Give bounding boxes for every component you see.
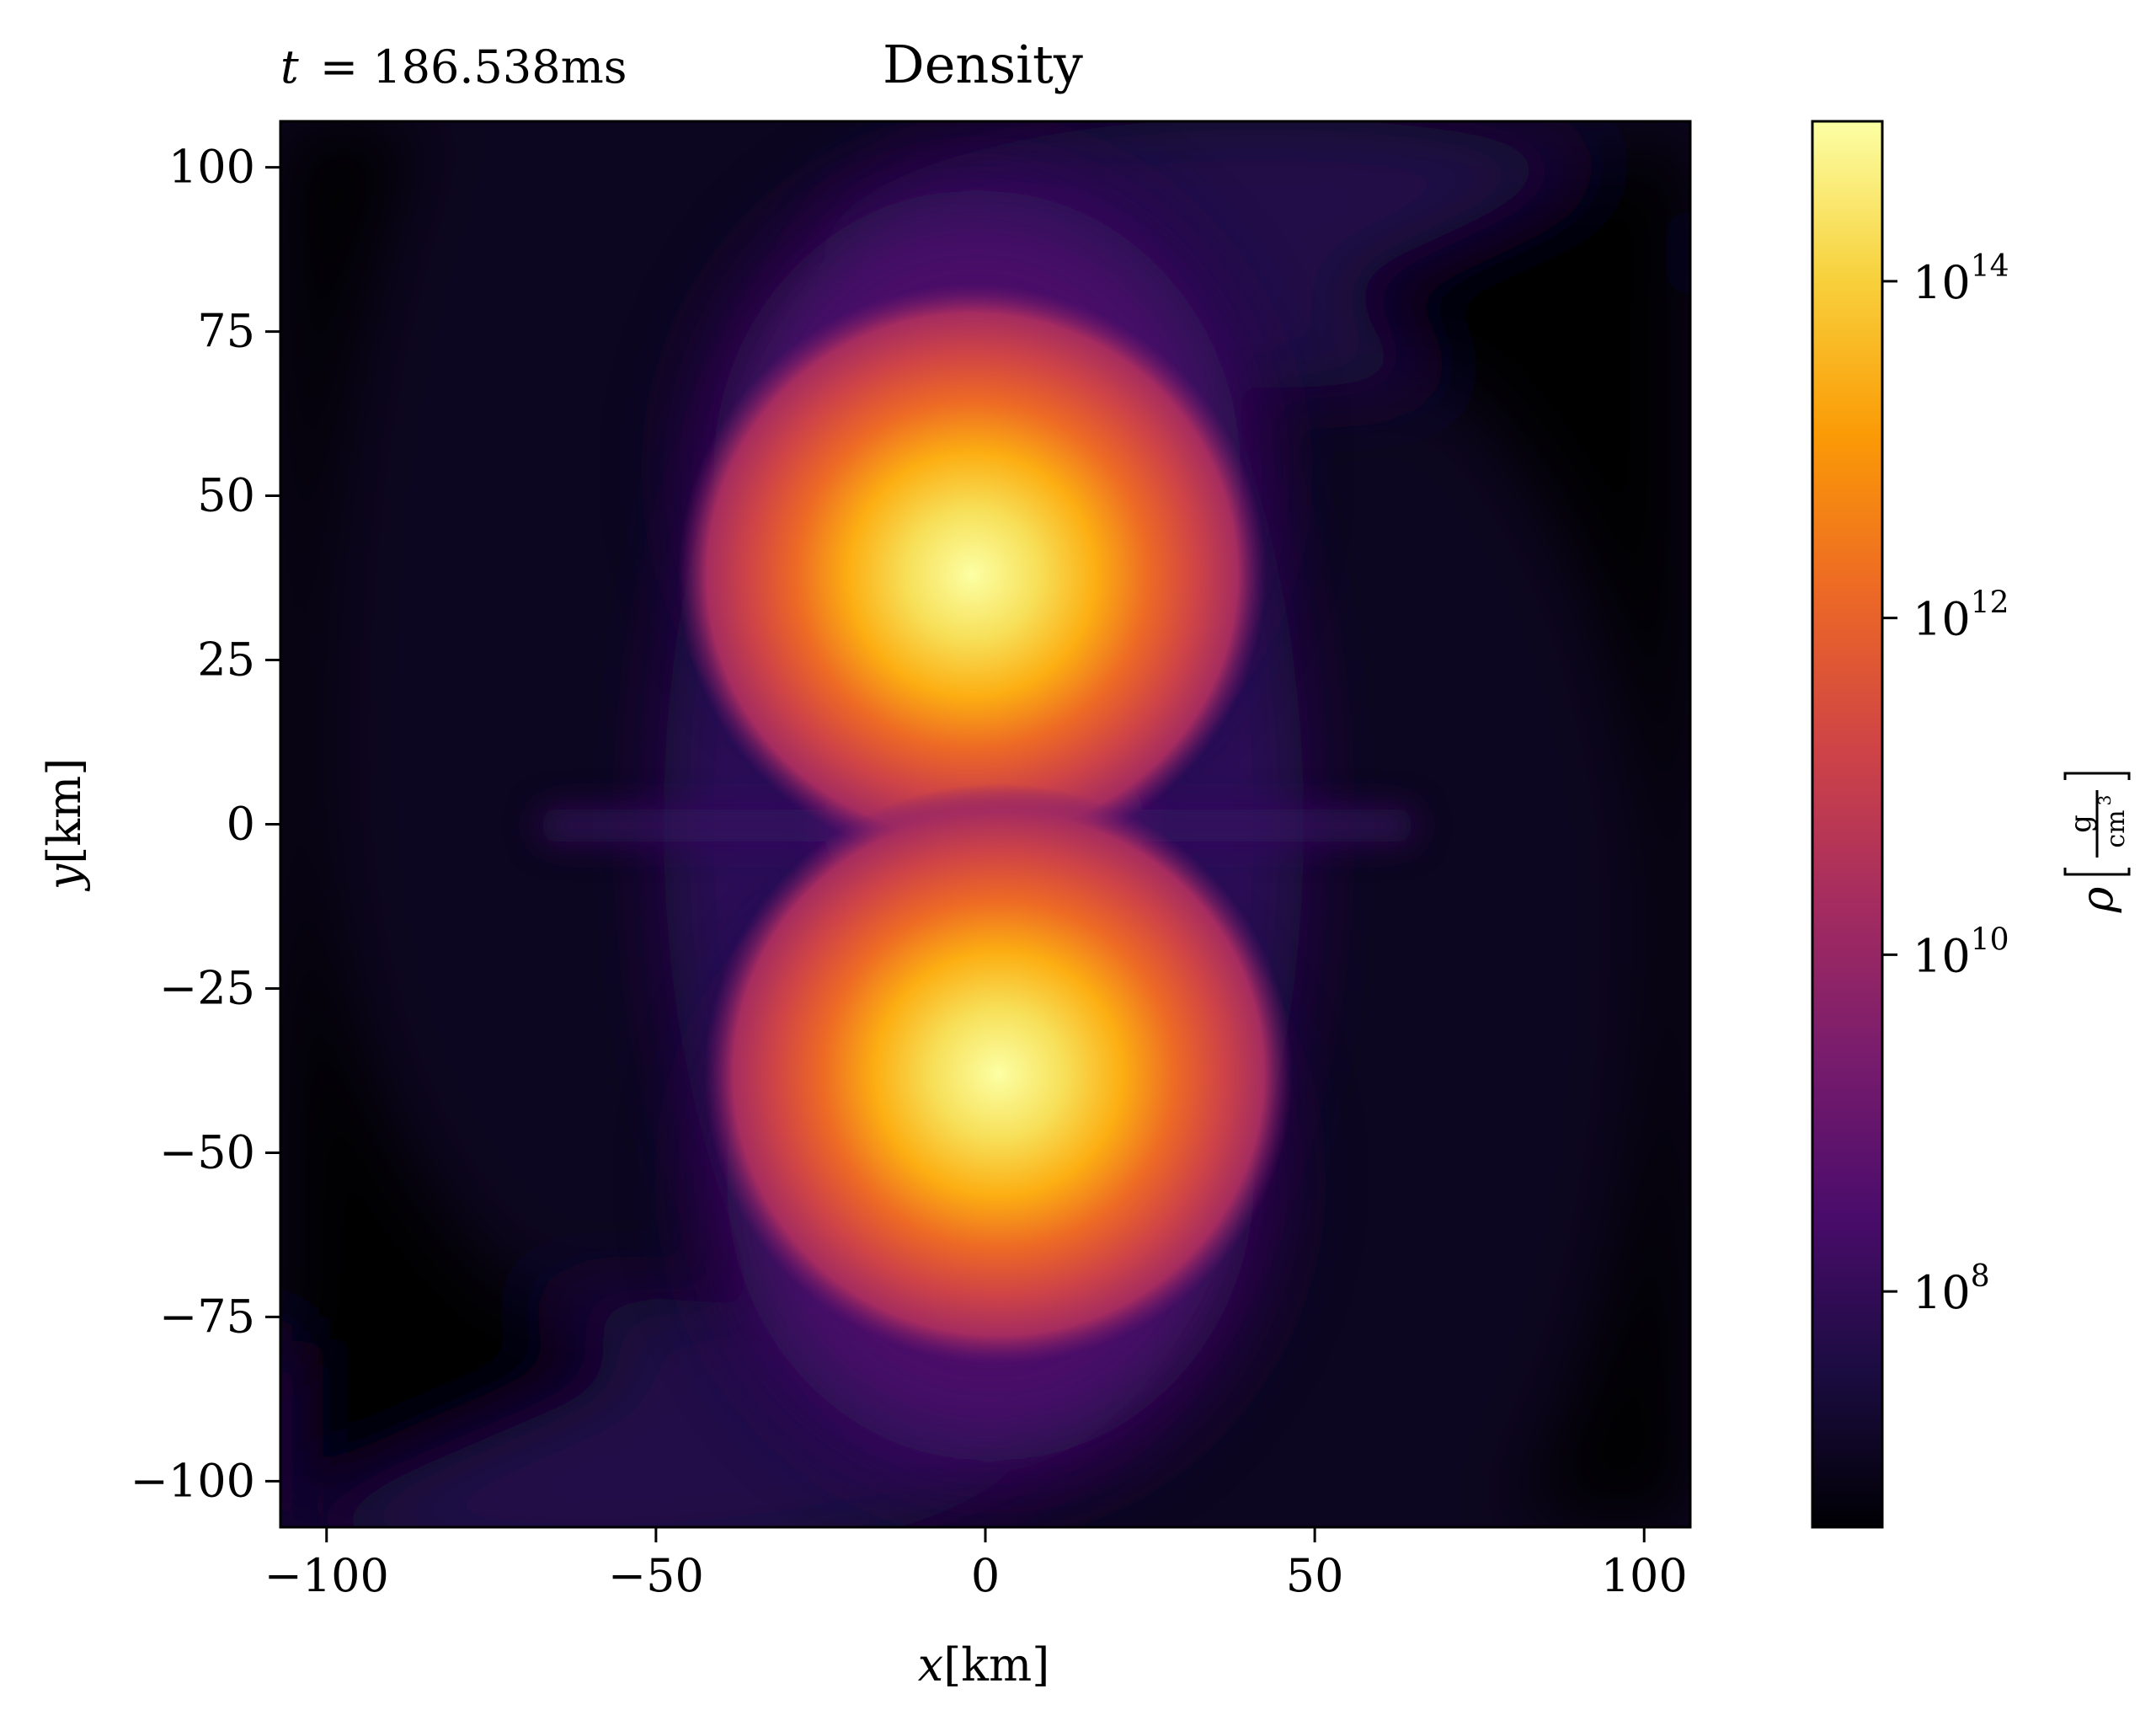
x-tick-label: 0 [971,1549,1000,1602]
y-axis-label: y[km] [38,758,91,892]
colorbar-label: ρ g cm 3 [2063,772,2131,913]
x-tick-label: 50 [1286,1549,1344,1602]
y-tick-label: −25 [159,961,255,1014]
x-axis-ticks: −100 −50 0 50 100 [264,1527,1688,1602]
chart-title: Density [883,34,1083,95]
y-tick-label: −100 [131,1454,255,1507]
y-tick-label: 75 [197,305,255,358]
x-tick-label: −100 [264,1549,389,1602]
svg-text:cm: cm [2101,810,2131,847]
svg-text:g: g [2064,815,2098,833]
colorbar-tick-label: 1012 [1913,586,2009,646]
lower-core [703,783,1294,1365]
x-tick-label: 100 [1601,1549,1688,1602]
colorbar-tick-label: 1010 [1913,922,2009,982]
x-axis-label: x[km] [918,1638,1050,1691]
colorbar-tick-label: 1014 [1913,249,2009,309]
y-tick-label: 100 [168,141,255,194]
y-tick-label: 25 [197,633,255,687]
x-tick-label: −50 [608,1549,704,1602]
y-axis-ticks: 100 75 50 25 0 −25 −50 −75 −100 [131,141,280,1507]
y-tick-label: 50 [197,469,255,522]
plot-area [280,121,1690,1527]
colorbar-tick-label: 108 [1913,1259,1990,1319]
colorbar-ticks: 108 1010 1012 1014 [1882,249,2009,1319]
y-tick-label: 0 [227,798,255,851]
svg-text:3: 3 [2095,795,2115,806]
upper-core [677,284,1267,866]
y-tick-label: −75 [159,1290,255,1343]
svg-text:ρ: ρ [2073,886,2123,913]
time-annotation: t = 186.538ms [280,40,627,94]
y-tick-label: −50 [159,1125,255,1178]
colorbar [1811,120,1884,1529]
heatmap-cores [677,284,1294,1365]
